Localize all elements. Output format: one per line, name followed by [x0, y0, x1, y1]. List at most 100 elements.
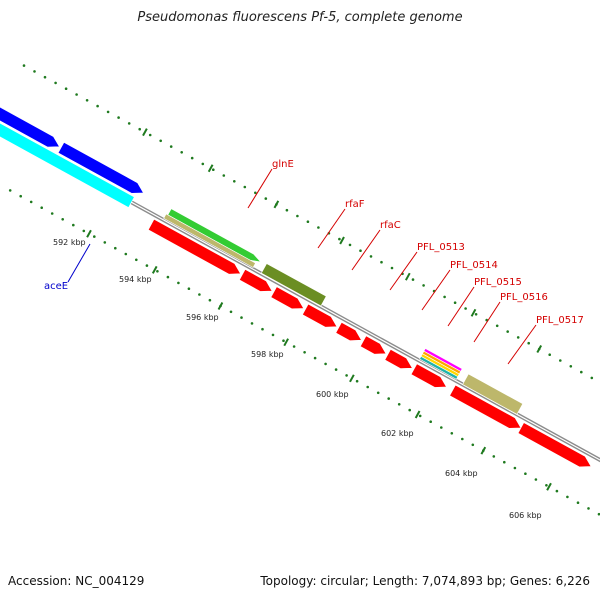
tick-dot [106, 110, 110, 114]
tick-dot [127, 122, 131, 125]
gene-blue-2-shape [57, 141, 144, 194]
tick-dot [261, 327, 264, 331]
gene-red-10 [517, 422, 592, 468]
tick-dot [355, 379, 359, 383]
acee-label: aceE [44, 281, 68, 292]
gene-red-10-shape [517, 422, 592, 468]
gene-acee-shape [0, 105, 135, 208]
gene-label: rfaF [345, 199, 365, 210]
gene-red-4-shape [302, 303, 338, 328]
tick-dot [474, 313, 478, 316]
gene-red-9-shape [449, 384, 522, 429]
map-title: Pseudomonas fluorescens Pf-5, complete g… [137, 10, 463, 25]
gene-label: PFL_0513 [417, 242, 465, 253]
tick-dot [159, 139, 162, 143]
gene-blue-1-shape [0, 92, 60, 148]
gene-red-2-shape [238, 268, 273, 292]
tick-dot [376, 391, 380, 395]
tick-dot [380, 260, 383, 264]
tick-dot [212, 168, 215, 171]
tick-dot [254, 191, 257, 195]
tick-dot [506, 330, 510, 333]
major-tick [273, 200, 280, 209]
gene-blue-2 [57, 141, 144, 194]
tick-dot [296, 214, 299, 218]
tick-dot [566, 495, 569, 499]
gene-red-1 [147, 218, 242, 275]
tick-marks [8, 64, 600, 516]
tick-dot [534, 478, 538, 481]
tick-dot [135, 258, 138, 262]
tick-dot [180, 151, 183, 154]
tick-dot [461, 437, 464, 441]
tick-dot [243, 185, 247, 189]
major-tick [414, 410, 421, 419]
tick-dot [166, 275, 170, 279]
leader-line [351, 229, 381, 271]
tick-dot [103, 241, 107, 244]
gene-label: rfaC [380, 220, 401, 231]
gene-rfaf-shape [260, 263, 327, 307]
leader-line [473, 301, 501, 343]
tick-dot [264, 197, 268, 200]
tick-dot [271, 333, 275, 337]
tick-dot [576, 501, 580, 505]
tick-dot [40, 206, 43, 209]
tick-dot [397, 403, 401, 406]
kbp-label: 600 kbp [316, 390, 349, 399]
tick-dot [250, 322, 254, 325]
leader-line [447, 286, 475, 327]
tick-dot [75, 93, 78, 96]
tick-dot [450, 432, 454, 435]
tick-dot [345, 374, 348, 377]
kbp-label: 598 kbp [251, 350, 284, 359]
tick-dot [408, 408, 412, 412]
tick-dot [187, 287, 191, 291]
tick-dot [208, 298, 212, 302]
gene-red-9 [449, 384, 522, 429]
gene-labels: glnE rfaF rfaC PFL_0513 PFL_0514 PFL_0515 PFL_… [44, 159, 584, 365]
gene-label: glnE [272, 159, 294, 170]
gene-red-5 [335, 322, 362, 341]
gene-glne-green [167, 208, 262, 263]
major-tick [217, 302, 224, 311]
leader-line [247, 168, 273, 209]
tick-dot [464, 307, 467, 310]
major-tick [142, 128, 148, 137]
gene-red-5-shape [335, 322, 362, 341]
tick-dot [495, 324, 499, 328]
gene-label: PFL_0514 [450, 260, 498, 271]
kbp-label: 596 kbp [186, 313, 219, 322]
tick-dot [169, 145, 173, 148]
major-tick [470, 308, 477, 317]
tick-dot [198, 293, 201, 296]
tick-dot [29, 200, 33, 204]
tick-dot [64, 87, 68, 90]
kbp-label: 604 kbp [445, 469, 478, 478]
tick-dot [548, 353, 551, 357]
tick-dot [569, 365, 573, 368]
tick-dot [453, 301, 457, 305]
gene-red-7-shape [384, 348, 413, 369]
tick-dot [513, 466, 517, 470]
major-tick [86, 229, 92, 238]
tick-dot [93, 235, 96, 238]
tick-dot [148, 133, 152, 137]
tick-dot [292, 345, 296, 348]
tick-dot [8, 189, 12, 192]
tick-dot [580, 370, 583, 374]
major-tick [546, 482, 552, 491]
tick-dot [411, 278, 415, 281]
gene-features [0, 92, 592, 468]
tick-dot [117, 116, 120, 119]
major-tick [536, 344, 543, 353]
gene-label: PFL_0515 [474, 277, 522, 288]
kbp-label: 594 kbp [119, 275, 152, 284]
tick-dot [19, 194, 23, 198]
leader-line [421, 269, 451, 311]
tick-dot [492, 455, 496, 458]
gene-red-1-shape [147, 218, 242, 275]
tick-dot [222, 174, 226, 177]
tick-dot [597, 512, 600, 516]
tick-dot [440, 426, 443, 429]
